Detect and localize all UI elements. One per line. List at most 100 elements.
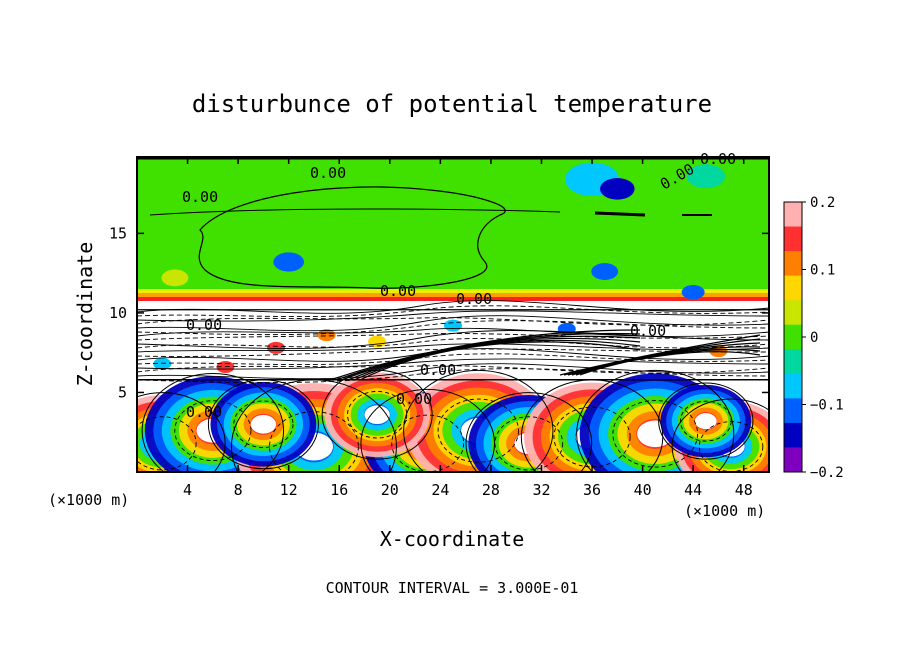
field-blob [591, 263, 619, 280]
y-axis: 5 10 15 [109, 224, 769, 401]
contour-label: 0.00 [420, 361, 456, 379]
field-spot [317, 329, 336, 342]
colorbar-tick-label: −0.1 [810, 398, 844, 414]
contour-line [233, 400, 294, 448]
colorbar-swatch [784, 251, 802, 277]
colorbar-tick-label: −0.2 [810, 465, 844, 481]
colorbar-tick-label: 0 [810, 330, 818, 346]
contour-line [137, 363, 769, 380]
tropopause-band-orange [137, 293, 769, 297]
colorbar-ticks: 0.2 0.1 0 −0.1 −0.2 [802, 195, 844, 481]
contour-line [341, 335, 641, 381]
contour-line [137, 330, 769, 350]
x-tick-label: 8 [234, 481, 243, 499]
contour-line [174, 400, 252, 462]
contour-label: 0.00 [700, 150, 736, 168]
x-tick-label: 36 [583, 481, 601, 499]
contour-line [403, 369, 554, 472]
contour-line [137, 368, 769, 384]
contour-label: 0.00 [310, 164, 346, 182]
contour-line [576, 369, 735, 472]
x-tick-label: 32 [532, 481, 550, 499]
contour-line [137, 315, 769, 332]
x-unit-right: (×1000 m) [684, 502, 765, 520]
field-spot [267, 341, 286, 354]
y-axis-label: Z-coordinate [73, 242, 97, 387]
eddy-core [694, 413, 717, 430]
contour-line [137, 416, 197, 471]
plot-area [137, 157, 769, 472]
contour-line [579, 351, 761, 376]
contour-interval-footer: CONTOUR INTERVAL = 3.000E-01 [326, 579, 579, 597]
colorbar-swatch [784, 275, 802, 301]
contour-line [137, 320, 769, 336]
eddy-field [137, 162, 769, 472]
contour-line [671, 398, 769, 472]
contour-line [347, 391, 408, 439]
x-tick-label: 48 [735, 481, 753, 499]
contour-label: 0.00 [456, 290, 492, 308]
y-tick-label: 10 [109, 304, 127, 322]
contour-line [612, 400, 699, 468]
chart-title: disturbunce of potential temperature [192, 90, 712, 118]
colorbar-swatch [784, 202, 802, 228]
colorbar-tick-label: 0.2 [810, 195, 835, 211]
x-tick-label: 4 [183, 481, 192, 499]
field-blob [273, 252, 305, 272]
y-tick-label: 5 [118, 383, 127, 401]
eddy-core [250, 414, 277, 434]
contour-line [360, 388, 496, 472]
colorbar-swatch [784, 398, 802, 424]
colorbar-swatch [784, 349, 802, 375]
contour-line [679, 400, 732, 442]
contour-line [437, 398, 519, 463]
contour-line [137, 317, 769, 326]
contour-line [553, 406, 631, 468]
tropopause-band-red [137, 297, 769, 301]
contour-line [329, 329, 641, 381]
contour-label: 0.00 [182, 188, 218, 206]
x-tick-label: 40 [634, 481, 652, 499]
stratosphere-field [137, 157, 769, 299]
x-tick-label: 12 [280, 481, 298, 499]
field-blob [161, 269, 189, 287]
x-tick-label: 16 [330, 481, 348, 499]
colorbar-swatch [784, 324, 802, 350]
x-unit-left: (×1000 m) [48, 491, 129, 509]
contour-label: 0.00 [630, 322, 666, 340]
x-tick-label: 24 [431, 481, 449, 499]
colorbar-swatch [784, 447, 802, 473]
field-blob [600, 178, 635, 200]
colorbar-swatch [784, 373, 802, 399]
y-tick-label: 15 [109, 224, 127, 242]
contour-line [137, 358, 769, 370]
field-blob [686, 164, 725, 189]
contour-label: 0.00 [186, 316, 222, 334]
contour-line [149, 208, 561, 216]
x-tick-label: 20 [381, 481, 399, 499]
contour-line [594, 211, 646, 217]
x-axis: 4 8 12 16 20 24 28 32 36 40 44 48 [183, 157, 753, 499]
x-axis-label: X-coordinate [380, 527, 525, 551]
field-blob [681, 285, 705, 300]
contour-line [137, 348, 769, 357]
contour-line [141, 373, 285, 472]
contour-label: 0.00 [396, 390, 432, 408]
colorbar-swatch [784, 226, 802, 252]
contour-label: 0.00 [380, 282, 416, 300]
contour-line [269, 411, 359, 472]
colorbar-swatch [784, 300, 802, 326]
x-tick-label: 28 [482, 481, 500, 499]
contour-line [321, 369, 433, 460]
contour-line [137, 338, 769, 349]
field-spot [153, 357, 172, 370]
colorbar-swatch [784, 422, 802, 448]
contour-line [137, 392, 226, 472]
contour-line [137, 310, 769, 322]
contour-line [494, 416, 564, 471]
contour-line [198, 186, 506, 289]
colorbar-tick-label: 0.1 [810, 263, 835, 279]
contour-line [658, 382, 754, 460]
tropopause-band-yellow [137, 289, 769, 293]
